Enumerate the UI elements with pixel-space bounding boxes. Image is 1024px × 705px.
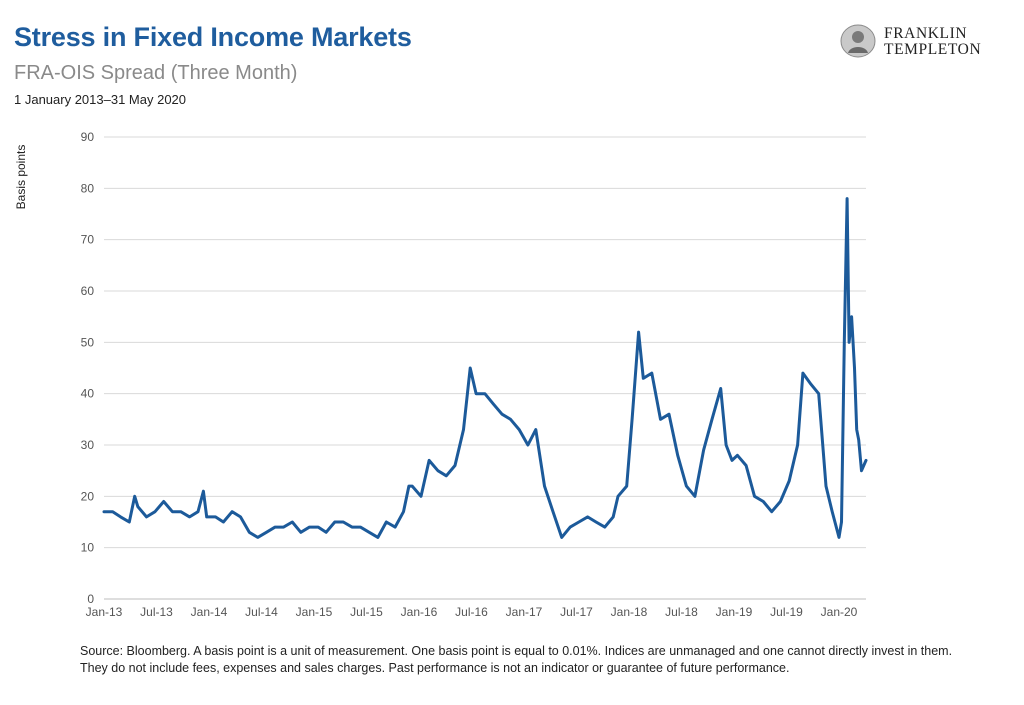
y-tick-label: 40 — [81, 387, 95, 401]
x-tick-label: Jan-16 — [401, 605, 438, 619]
x-tick-label: Jul-13 — [140, 605, 173, 619]
x-tick-label: Jan-14 — [191, 605, 228, 619]
x-tick-label: Jan-13 — [86, 605, 123, 619]
logo-line-1: FRANKLIN — [884, 25, 968, 42]
y-tick-label: 80 — [81, 181, 95, 195]
y-tick-labels: 0 10 20 30 40 50 60 70 80 90 — [81, 130, 95, 606]
logo-wordmark: FRANKLIN TEMPLETON — [884, 26, 981, 58]
y-tick-label: 50 — [81, 335, 95, 349]
y-tick-label: 10 — [81, 541, 95, 555]
x-tick-label: Jan-19 — [716, 605, 753, 619]
franklin-templeton-logo: FRANKLIN TEMPLETON — [840, 24, 1010, 60]
grid-lines — [104, 136, 866, 600]
x-tick-label: Jul-19 — [770, 605, 803, 619]
fra-ois-spread-line — [102, 197, 868, 539]
line-chart: 0 10 20 30 40 50 60 70 80 90 Jan-13 Jul-13 Jan-14 Ju… — [81, 130, 868, 619]
y-tick-label: 20 — [81, 489, 95, 503]
chart-subtitle: FRA-OIS Spread (Three Month) — [14, 62, 298, 84]
x-tick-label: Jul-17 — [560, 605, 593, 619]
x-tick-label: Jul-15 — [350, 605, 383, 619]
y-tick-label: 60 — [81, 284, 95, 298]
x-tick-label: Jul-18 — [665, 605, 698, 619]
y-tick-label: 70 — [81, 233, 95, 247]
chart-title: Stress in Fixed Income Markets — [14, 22, 412, 52]
x-tick-label: Jan-18 — [611, 605, 648, 619]
x-tick-label: Jul-16 — [455, 605, 488, 619]
x-tick-label: Jul-14 — [245, 605, 278, 619]
source-footnote: Source: Bloomberg. A basis point is a un… — [80, 644, 953, 675]
x-tick-label: Jan-20 — [821, 605, 858, 619]
x-tick-label: Jan-15 — [296, 605, 333, 619]
portrait-seal-icon — [840, 24, 876, 58]
x-tick-label: Jan-17 — [506, 605, 543, 619]
y-tick-label: 30 — [81, 438, 95, 452]
x-tick-labels: Jan-13 Jul-13 Jan-14 Jul-14 Jan-15 Jul-15 Jan-… — [86, 605, 858, 619]
y-tick-label: 0 — [87, 592, 94, 606]
date-range: 1 January 2013–31 May 2020 — [14, 92, 187, 107]
y-tick-label: 90 — [81, 130, 95, 144]
logo-line-2: TEMPLETON — [884, 41, 982, 58]
